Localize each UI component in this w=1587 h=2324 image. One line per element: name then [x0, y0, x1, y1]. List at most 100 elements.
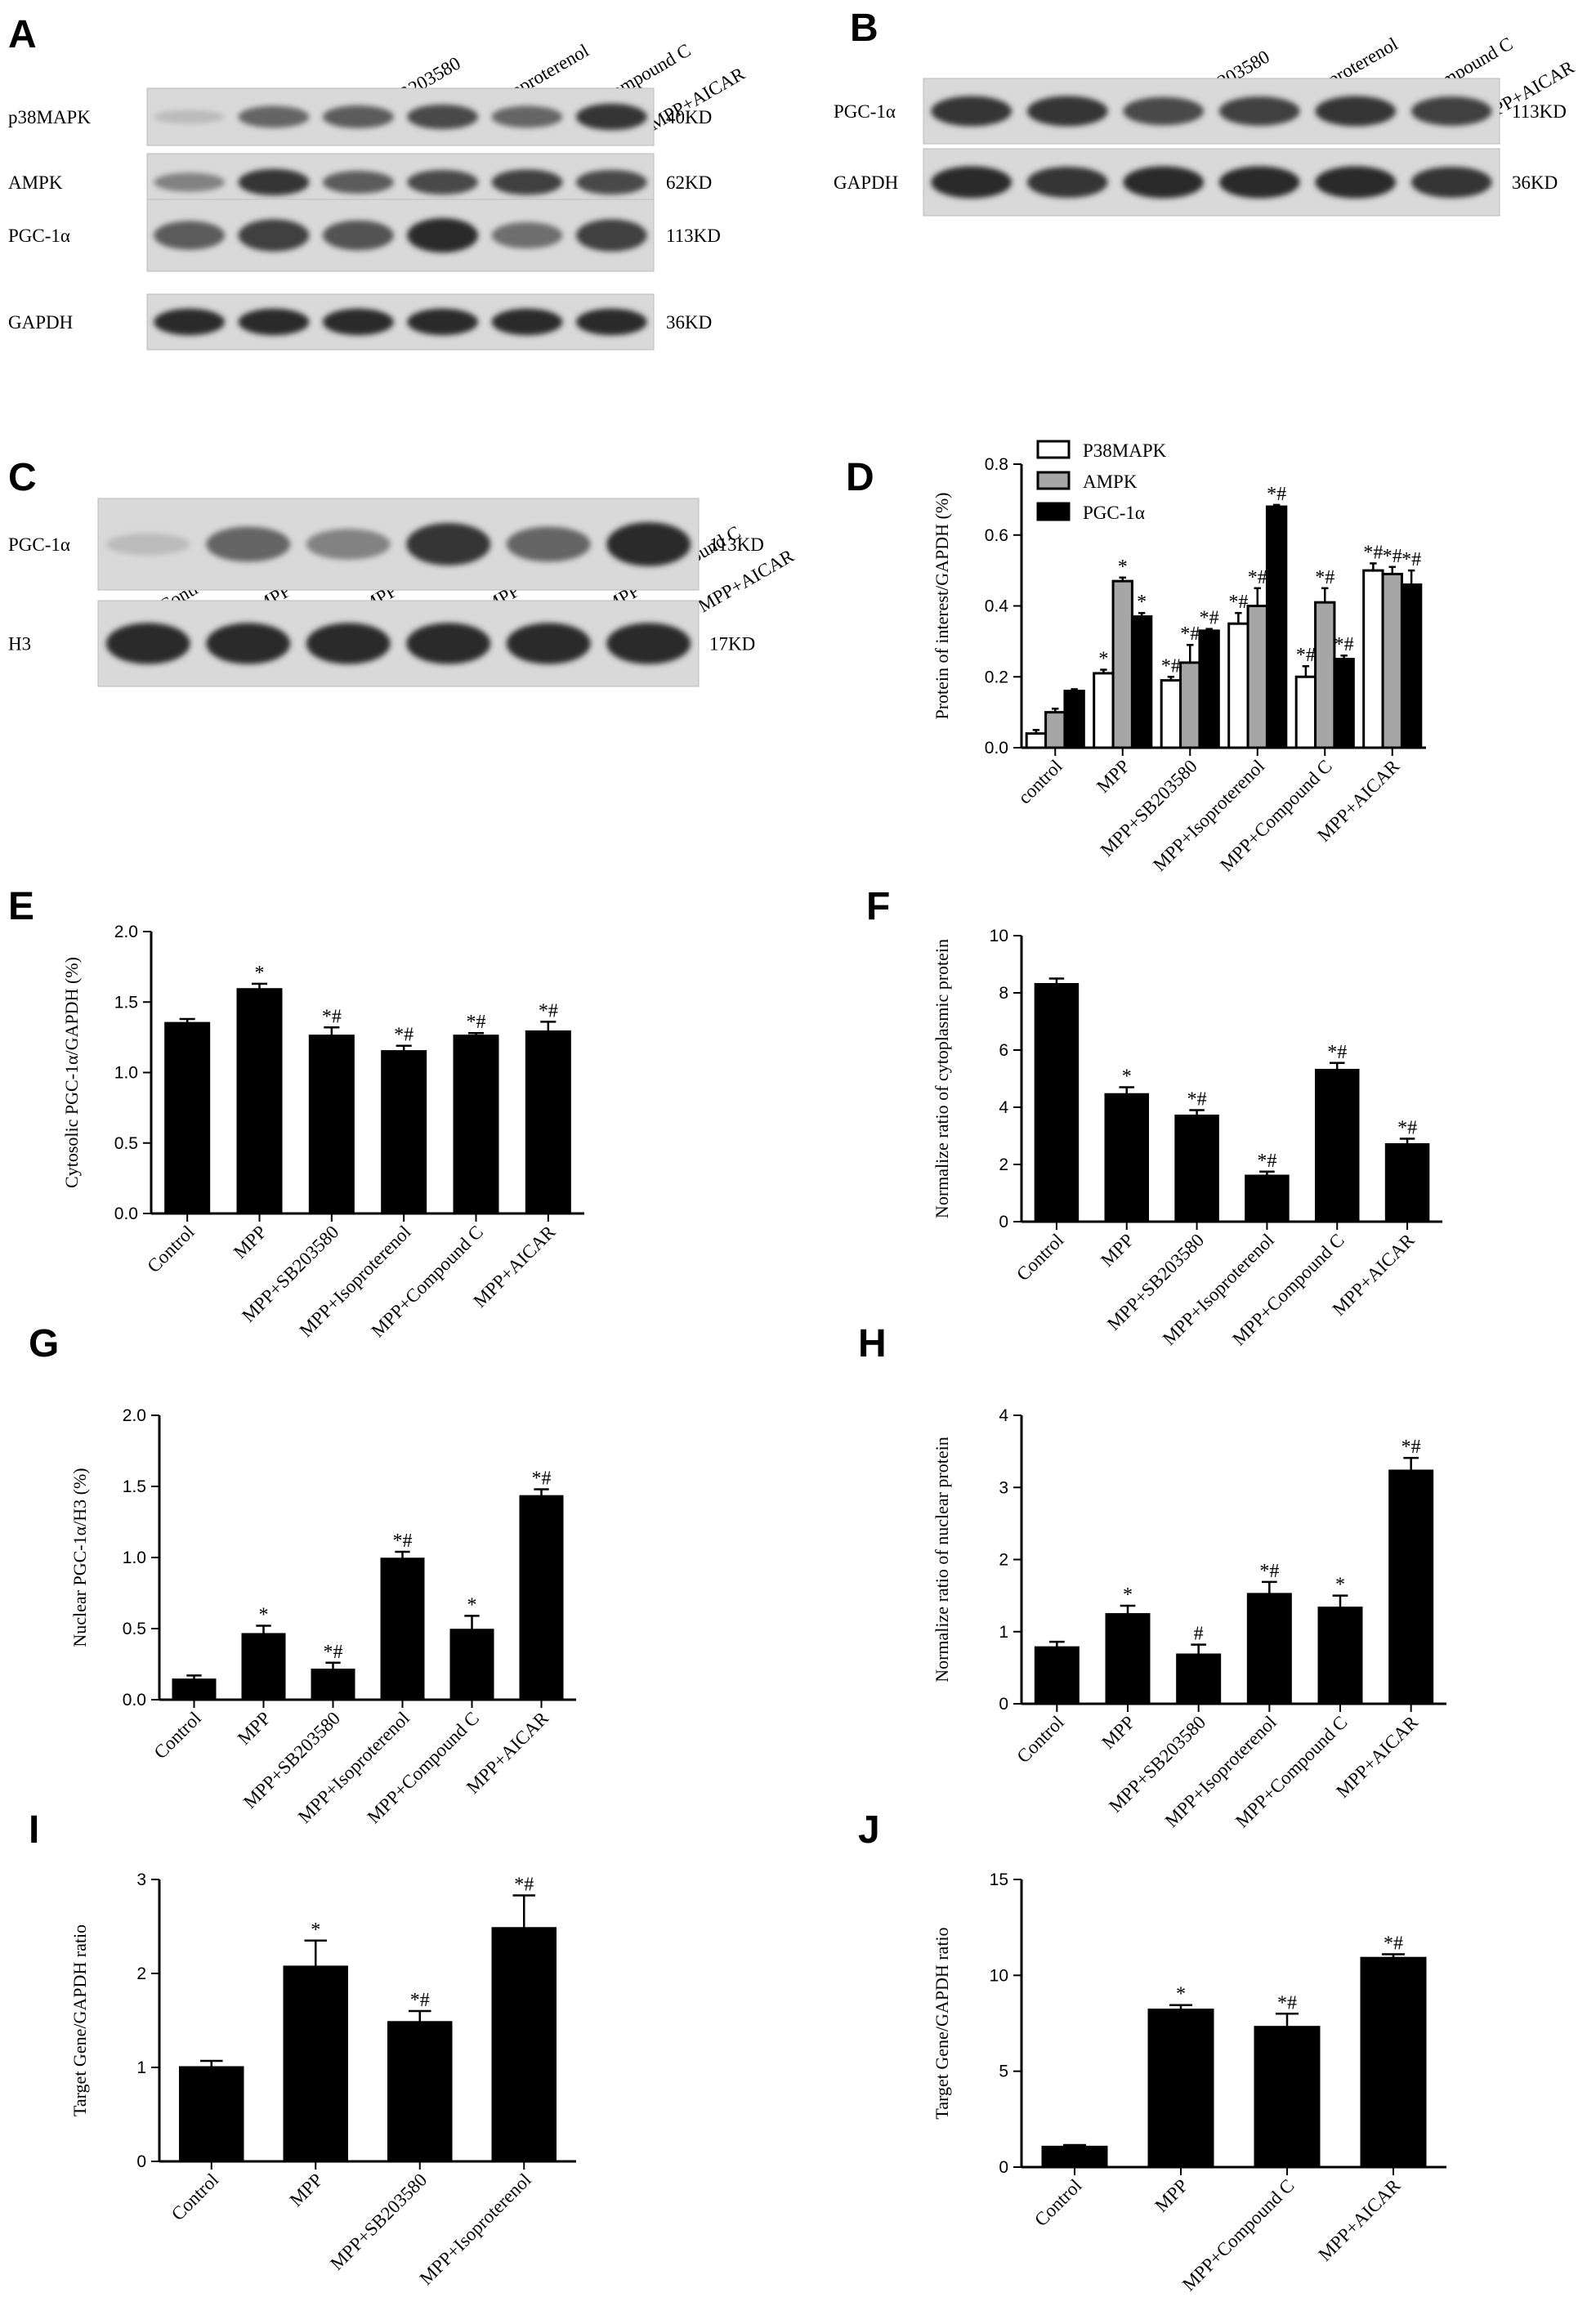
blot-band	[1410, 166, 1492, 199]
blot-row-label: PGC-1α	[834, 101, 896, 122]
blot-strip	[97, 498, 700, 591]
y-tick-label: 1	[136, 2058, 146, 2077]
legend-label: PGC-1α	[1083, 503, 1145, 523]
y-tick-label: 15	[990, 1870, 1008, 1889]
significance-mark: *#	[1200, 608, 1219, 629]
bar	[387, 2021, 453, 2163]
bar	[1176, 1653, 1222, 1705]
blot-row-label: AMPK	[8, 172, 63, 193]
blot-band	[105, 623, 190, 664]
blot-row-label: H3	[8, 634, 31, 655]
blot-band	[154, 308, 226, 336]
bar	[1034, 1646, 1080, 1705]
significance-mark: *#	[514, 1875, 534, 1896]
bar	[164, 1021, 211, 1215]
blot-kd-label: 36KD	[666, 312, 712, 333]
blot-band	[506, 526, 591, 562]
blot-band	[154, 172, 226, 192]
blot-band	[322, 308, 394, 336]
significance-mark: *	[1176, 1984, 1186, 2005]
y-axis-label: Protein of interest/GAPDH (%)	[932, 492, 952, 719]
significance-mark: *#	[532, 1468, 552, 1489]
bar	[179, 2066, 244, 2163]
y-tick-label: 1.0	[114, 1064, 138, 1083]
significance-mark: *#	[1401, 1437, 1421, 1458]
y-tick-label: 1	[999, 1623, 1008, 1642]
blot-band	[322, 105, 394, 128]
bar	[381, 1050, 427, 1215]
y-tick-label: 6	[999, 1041, 1008, 1060]
bar	[1160, 679, 1182, 749]
blot-kd-label: 17KD	[709, 634, 755, 655]
chart-panel-f: 0 2 4 6 8 10 Normalize ratio of cytoplasmic pr…	[932, 927, 1442, 1349]
blot-band	[154, 109, 226, 124]
x-tick-label: MPP+Compound C	[1178, 2175, 1299, 2295]
y-tick-label: 2.0	[123, 1406, 146, 1425]
significance-mark: *	[1098, 649, 1108, 670]
bar	[1381, 572, 1403, 749]
significance-mark: *#	[1384, 1933, 1403, 1955]
blot-kd-label: 113KD	[666, 226, 721, 246]
bar	[380, 1558, 425, 1701]
bar	[1360, 1956, 1427, 2169]
blot-band	[407, 308, 479, 336]
blot-band	[491, 105, 563, 128]
bar	[1315, 1069, 1360, 1223]
y-tick-label: 0.0	[123, 1691, 146, 1709]
y-tick-label: 0	[136, 2152, 146, 2171]
significance-mark: *#	[1277, 1992, 1297, 2013]
significance-mark: *#	[1259, 1561, 1279, 1582]
blot-band	[1218, 166, 1300, 199]
blot-band	[575, 169, 647, 195]
y-tick-label: 0.0	[985, 739, 1008, 758]
panel-label-c: C	[8, 456, 37, 499]
bar	[172, 1678, 217, 1701]
y-tick-label: 5	[999, 2063, 1008, 2081]
blot-band	[322, 171, 394, 194]
legend-swatch	[1036, 471, 1071, 490]
bar	[283, 1965, 348, 2163]
panel-label-g: G	[29, 1322, 59, 1365]
bar	[1314, 601, 1336, 749]
significance-mark: *#	[1363, 542, 1383, 563]
blot-band	[1218, 96, 1300, 126]
blot-band	[491, 221, 563, 249]
blot-band	[1410, 96, 1492, 126]
significance-mark: *#	[1187, 1089, 1207, 1111]
y-tick-label: 3	[136, 1870, 146, 1889]
x-tick-label: MPP	[234, 1708, 275, 1749]
significance-mark: *#	[1161, 655, 1181, 677]
x-tick-label: Control	[1013, 1712, 1067, 1767]
blot-band	[407, 217, 479, 253]
blot-band	[206, 623, 291, 664]
blot-band	[406, 523, 491, 565]
chart-panel-d: 0.0 0.2 0.4 0.6 0.8 Protein of interest/GAPDH…	[932, 440, 1426, 875]
y-tick-label: 0.5	[123, 1620, 146, 1638]
x-tick-label: MPP+Isoproterenol	[416, 2170, 535, 2289]
y-tick-label: 0.6	[985, 526, 1008, 545]
bar	[1198, 629, 1220, 749]
blot-kd-label: 113KD	[709, 534, 764, 555]
significance-mark: *#	[322, 1006, 342, 1027]
y-tick-label: 2	[999, 1155, 1008, 1174]
significance-mark: #	[1194, 1624, 1204, 1645]
y-tick-label: 3	[999, 1478, 1008, 1497]
legend-swatch	[1036, 440, 1071, 459]
blot-band	[407, 104, 479, 130]
y-tick-label: 2	[999, 1551, 1008, 1570]
y-tick-label: 8	[999, 984, 1008, 1003]
y-tick-label: 2.0	[114, 923, 138, 941]
bar	[1034, 983, 1080, 1223]
blot-row-label: p38MAPK	[8, 107, 91, 127]
blot-band	[506, 623, 591, 664]
y-tick-label: 0.8	[985, 455, 1008, 474]
significance-mark: *#	[394, 1025, 414, 1046]
y-tick-label: 1.5	[114, 993, 138, 1012]
y-tick-label: 10	[990, 1966, 1008, 1985]
